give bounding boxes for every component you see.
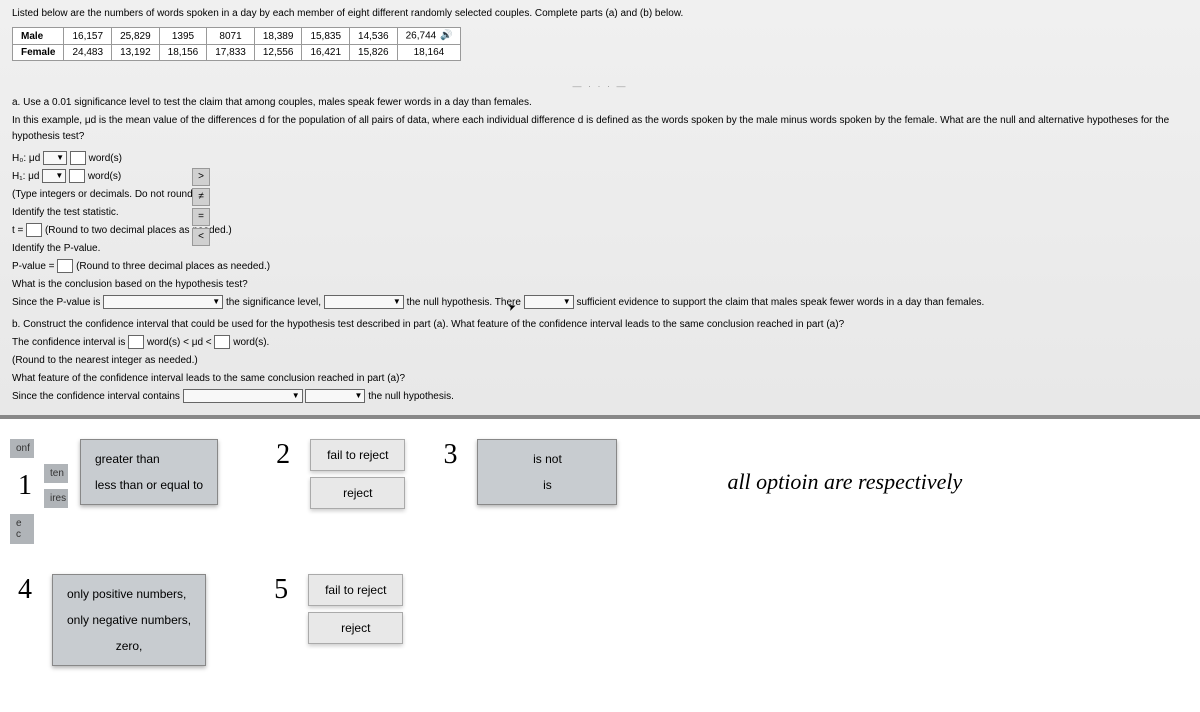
expand-collapse[interactable]: — · · · — (12, 81, 1188, 91)
ci-contains-dropdown[interactable]: ▼ (183, 389, 303, 403)
option-box-4[interactable]: only positive numbers, only negative num… (52, 574, 206, 666)
symbol-toolbar: > ≠ = < (192, 168, 210, 246)
fragment: e c (10, 514, 34, 544)
ci-lower-input[interactable] (128, 335, 144, 349)
pvalue-compare-dropdown[interactable]: ▼ (103, 295, 223, 309)
words-label: word(s) (89, 153, 122, 164)
p-label: P-value = (12, 261, 55, 272)
ci-mid: word(s) < μd < (147, 337, 212, 348)
null-hyp2-label: the null hypothesis. (368, 391, 454, 402)
option-is-not[interactable]: is not (492, 452, 602, 466)
option-zero[interactable]: zero, (67, 639, 191, 653)
lt-button[interactable]: < (192, 228, 210, 246)
what-conclusion: What is the conclusion based on the hypo… (12, 277, 1188, 293)
fragment: onf (10, 439, 34, 458)
option-box-3[interactable]: is not is (477, 439, 617, 505)
option-is[interactable]: is (492, 478, 602, 492)
row-number-4: 4 (10, 574, 40, 606)
ci-label: The confidence interval is (12, 337, 125, 348)
option-reject-2[interactable]: reject (310, 477, 405, 509)
part-a-line2: In this example, μd is the mean value of… (12, 113, 1188, 145)
neq-button[interactable]: ≠ (192, 188, 210, 206)
fragment: ires (44, 489, 68, 508)
row-number-1: 1 (10, 470, 40, 502)
option-only-negative[interactable]: only negative numbers, (67, 613, 191, 627)
identify-test: Identify the test statistic. (12, 205, 1188, 221)
eq-button[interactable]: = (192, 208, 210, 226)
option-fail-reject-5[interactable]: fail to reject (308, 574, 403, 606)
row-number-5: 5 (266, 574, 296, 606)
data-table: Male 16,157 25,829 1395 8071 18,389 15,8… (12, 27, 461, 61)
audio-icon[interactable]: 🔊 (440, 30, 452, 42)
row-number-2: 2 (268, 439, 298, 471)
option-less-equal[interactable]: less than or equal to (95, 478, 203, 492)
option-box-1[interactable]: greater than less than or equal to (80, 439, 218, 505)
since-ci-label: Since the confidence interval contains (12, 391, 180, 402)
h1-dropdown[interactable]: ▼ (42, 169, 66, 183)
type-note: (Type integers or decimals. Do not round… (12, 187, 1188, 203)
h1-input[interactable] (69, 169, 85, 183)
ci-round: (Round to the nearest integer as needed.… (12, 353, 1188, 369)
table-row: Male 16,157 25,829 1395 8071 18,389 15,8… (13, 28, 461, 45)
table-row: Female 24,483 13,192 18,156 17,833 12,55… (13, 45, 461, 61)
h0-label: H₀: μd (12, 153, 40, 164)
reject-dropdown[interactable]: ▼ (324, 295, 404, 309)
gt-button[interactable]: > (192, 168, 210, 186)
ci-reject-dropdown[interactable]: ▼ (305, 389, 365, 403)
ci-upper-input[interactable] (214, 335, 230, 349)
option-greater-than[interactable]: greater than (95, 452, 203, 466)
ci-end: word(s). (233, 337, 269, 348)
fragment: ten (44, 464, 68, 483)
suff-evid-label: sufficient evidence to support the claim… (576, 297, 984, 308)
option-reject-5[interactable]: reject (308, 612, 403, 644)
since-label: Since the P-value is (12, 297, 100, 308)
what-feature: What feature of the confidence interval … (12, 371, 1188, 387)
h0-input[interactable] (70, 151, 86, 165)
p-round: (Round to three decimal places as needed… (76, 261, 270, 272)
sig-level-label: the significance level, (226, 297, 321, 308)
t-label: t = (12, 225, 23, 236)
note-text: all optioin are respectively (727, 469, 962, 495)
option-only-positive[interactable]: only positive numbers, (67, 587, 191, 601)
p-input[interactable] (57, 259, 73, 273)
part-b-line1: b. Construct the confidence interval tha… (12, 317, 1188, 333)
row-number-3: 3 (435, 439, 465, 471)
part-a-line1: a. Use a 0.01 significance level to test… (12, 95, 1188, 111)
identify-p: Identify the P-value. (12, 241, 1188, 257)
isnot-dropdown[interactable]: ▼ (524, 295, 574, 309)
h1-label: H₁: μd (12, 171, 39, 182)
option-fail-reject-2[interactable]: fail to reject (310, 439, 405, 471)
null-hyp-label: the null hypothesis. There (407, 297, 521, 308)
intro-text: Listed below are the numbers of words sp… (12, 8, 1188, 19)
words-label: word(s) (88, 171, 121, 182)
t-input[interactable] (26, 223, 42, 237)
h0-dropdown[interactable]: ▼ (43, 151, 67, 165)
